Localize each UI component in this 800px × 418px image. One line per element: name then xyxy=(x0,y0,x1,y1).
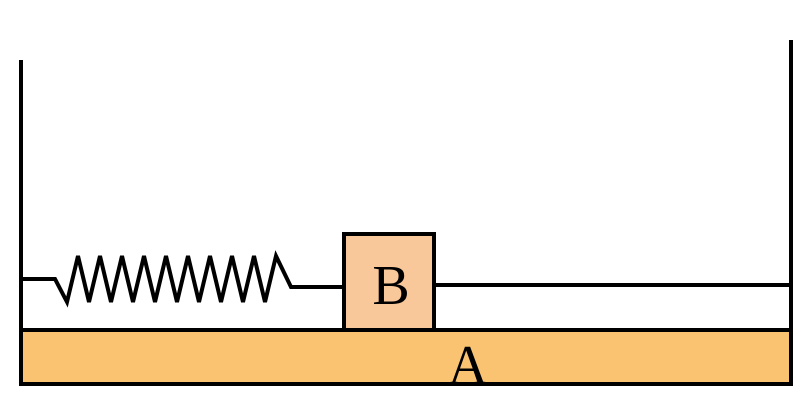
plate-a-label: A xyxy=(448,335,489,397)
plate-a xyxy=(19,328,793,386)
spring xyxy=(19,250,346,308)
block-b xyxy=(342,232,436,332)
block-b-label: B xyxy=(372,255,409,317)
